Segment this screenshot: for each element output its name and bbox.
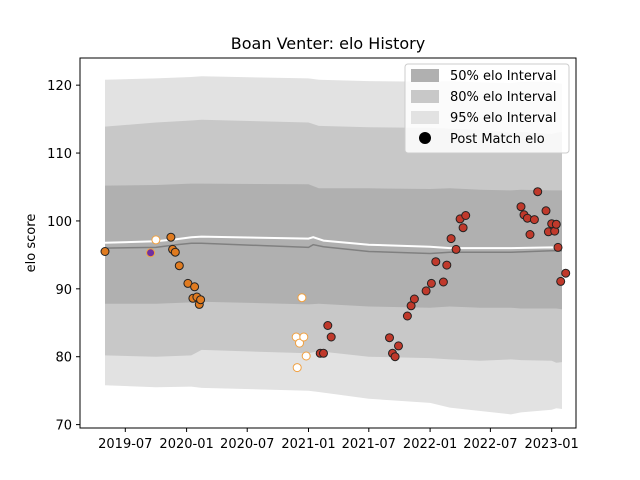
x-tick-label: 2023-01 — [525, 437, 579, 452]
legend-label-post-match: Post Match elo — [450, 132, 545, 147]
legend-swatch-80 — [411, 90, 439, 103]
post-match-point — [323, 321, 333, 330]
y-tick-label: 70 — [55, 419, 72, 434]
post-match-point — [170, 247, 180, 257]
post-match-point — [174, 261, 184, 271]
post-match-point — [556, 276, 566, 286]
x-tick-label: 2022-07 — [463, 437, 517, 452]
post-match-point — [190, 282, 200, 292]
post-match-point — [390, 352, 400, 362]
legend-box — [404, 63, 570, 154]
post-match-point — [385, 333, 394, 343]
post-match-point — [529, 215, 539, 225]
y-axis-label: elo score — [24, 214, 39, 273]
post-match-point — [301, 351, 311, 361]
post-match-point — [516, 202, 526, 212]
post-match-point — [541, 206, 551, 216]
legend: 50% elo Interval 80% elo Interval 95% el… — [404, 63, 570, 154]
post-match-point — [431, 257, 441, 267]
legend-marker-post-match — [419, 132, 431, 144]
x-tick-label: 2021-01 — [281, 437, 335, 452]
post-match-point — [319, 348, 328, 358]
trend-lines — [104, 235, 563, 255]
band-50-area — [105, 183, 562, 310]
post-match-point — [326, 332, 336, 342]
x-tick-label: 2019-07 — [98, 437, 152, 452]
post-match-point — [299, 332, 309, 342]
legend-swatch-95 — [411, 111, 439, 124]
post-match-point — [146, 248, 156, 258]
plot-area — [79, 57, 577, 429]
chart-title: Boan Venter: elo History — [231, 34, 425, 53]
legend-swatch-50 — [411, 69, 439, 82]
post-match-point — [100, 247, 110, 256]
x-tick-label: 2021-07 — [342, 437, 396, 452]
post-match-point — [421, 286, 431, 296]
x-tick-label: 2020-07 — [220, 437, 274, 452]
y-tick-label: 80 — [55, 351, 72, 366]
post-match-point — [426, 278, 436, 288]
y-tick-label: 100 — [47, 215, 72, 230]
post-match-point — [461, 211, 471, 220]
post-match-point — [151, 235, 161, 245]
post-match-point — [402, 311, 412, 321]
post-match-point — [297, 293, 307, 303]
mean-elo-line — [104, 235, 563, 250]
legend-label-95: 95% elo Interval — [450, 111, 557, 126]
post-match-point — [438, 277, 448, 287]
post-match-point — [409, 294, 419, 304]
post-match-point — [446, 234, 456, 244]
post-match-point — [451, 244, 461, 254]
y-tick-label: 120 — [47, 79, 72, 94]
post-match-point — [442, 260, 452, 270]
y-tick-label: 90 — [55, 283, 72, 298]
post-match-point — [525, 230, 535, 239]
plot-frame — [79, 57, 577, 429]
legend-label-50: 50% elo Interval — [450, 69, 557, 84]
x-tick-label: 2020-01 — [159, 437, 213, 452]
post-match-point — [166, 232, 176, 242]
post-match-point — [553, 242, 563, 252]
post-match-point — [561, 268, 571, 278]
x-tick-label: 2022-01 — [403, 437, 457, 452]
legend-label-80: 80% elo Interval — [450, 90, 557, 105]
post-match-point — [196, 295, 206, 305]
post-match-point — [292, 363, 302, 373]
post-match-point — [394, 341, 403, 351]
y-axis: 70 80 90 100 110 120 — [47, 79, 80, 434]
y-tick-label: 110 — [47, 147, 72, 162]
post-match-points — [100, 187, 571, 373]
x-axis: 2019-07 2020-01 2020-07 2021-01 2021-07 2022-… — [98, 428, 579, 452]
post-match-point — [533, 187, 543, 197]
post-match-point — [458, 223, 468, 233]
median-elo-line — [104, 242, 562, 255]
post-match-point — [295, 338, 304, 348]
post-match-point — [551, 219, 561, 229]
